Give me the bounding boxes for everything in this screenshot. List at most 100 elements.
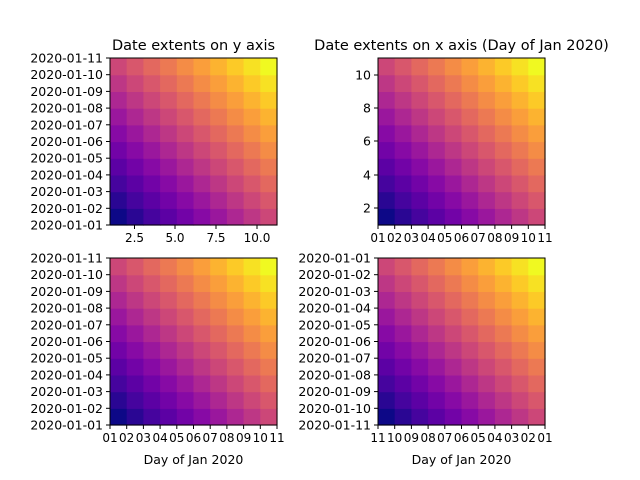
heatmap-cell bbox=[260, 408, 278, 426]
heatmap-cell bbox=[394, 258, 412, 276]
heatmap-cell bbox=[110, 208, 128, 226]
heatmap-cell bbox=[176, 91, 195, 109]
heatmap-cell bbox=[394, 324, 412, 343]
heatmap-cell bbox=[260, 91, 278, 109]
heatmap-cell bbox=[226, 124, 245, 143]
heatmap-cell bbox=[160, 408, 178, 426]
heatmap-cell bbox=[511, 341, 529, 359]
y-tick-label: 10 bbox=[355, 68, 371, 83]
heatmap-cell bbox=[176, 358, 195, 376]
x-tick-label: 05 bbox=[471, 431, 486, 445]
heatmap-cell bbox=[528, 341, 546, 359]
heatmap-cell bbox=[176, 191, 195, 209]
heatmap-cell bbox=[160, 208, 178, 226]
heatmap-cell bbox=[210, 374, 228, 393]
x-tick-label: 11 bbox=[537, 231, 552, 245]
heatmap-cell bbox=[193, 208, 211, 226]
heatmap-cell bbox=[528, 258, 546, 276]
heatmap-cell bbox=[411, 408, 429, 426]
heatmap-cell bbox=[511, 141, 529, 159]
heatmap-cell bbox=[160, 58, 178, 76]
heatmap-cell bbox=[378, 291, 396, 309]
heatmap-cell bbox=[411, 158, 429, 176]
heatmap-cell bbox=[193, 274, 211, 292]
heatmap-cell bbox=[210, 408, 228, 426]
heatmap-cell bbox=[478, 308, 496, 326]
y-tick-label: 4 bbox=[363, 168, 371, 183]
heatmap-cell bbox=[528, 374, 546, 393]
heatmap-cell bbox=[478, 58, 496, 76]
x-tick-label: 10 bbox=[387, 431, 402, 445]
heatmap-cell bbox=[143, 291, 161, 309]
heatmap-cell bbox=[461, 141, 479, 159]
heatmap-cell bbox=[160, 341, 178, 359]
heatmap-cell bbox=[226, 141, 245, 159]
heatmap-cell bbox=[160, 324, 178, 343]
x-tick-label: 08 bbox=[420, 431, 435, 445]
x-tick-label: 7.5 bbox=[206, 231, 225, 245]
heatmap-cell bbox=[494, 74, 513, 92]
heatmap-cell bbox=[411, 258, 429, 276]
heatmap-cell bbox=[176, 391, 195, 409]
x-tick-label: 09 bbox=[504, 231, 519, 245]
heatmap-cell bbox=[243, 124, 261, 143]
heatmap-cell bbox=[428, 174, 446, 193]
heatmap-cell bbox=[444, 358, 463, 376]
heatmap-cell bbox=[176, 324, 195, 343]
heatmap-cell bbox=[461, 274, 479, 292]
heatmap-cell bbox=[461, 58, 479, 76]
heatmap-cell bbox=[176, 258, 195, 276]
x-tick-label: 10 bbox=[521, 231, 536, 245]
heatmap-cell bbox=[461, 208, 479, 226]
x-tick-label: 08 bbox=[487, 231, 502, 245]
heatmap-cell bbox=[243, 391, 261, 409]
heatmap-cell bbox=[176, 408, 195, 426]
heatmap-cell bbox=[378, 124, 396, 143]
heatmap-cell bbox=[528, 274, 546, 292]
heatmap-cell bbox=[411, 391, 429, 409]
heatmap-cell bbox=[110, 258, 128, 276]
heatmap-cell bbox=[444, 58, 463, 76]
heatmap-cell bbox=[226, 108, 245, 126]
heatmap-cell bbox=[193, 108, 211, 126]
heatmap-cell bbox=[193, 191, 211, 209]
heatmap-cell bbox=[160, 174, 178, 193]
heatmap-cell bbox=[110, 91, 128, 109]
heatmap-cell bbox=[226, 291, 245, 309]
x-tick-label: 06 bbox=[186, 431, 201, 445]
heatmap-cell bbox=[478, 91, 496, 109]
y-tick-label: 2020-01-08 bbox=[30, 101, 103, 116]
heatmap-cell bbox=[478, 274, 496, 292]
heatmap-cell bbox=[260, 274, 278, 292]
heatmap-cell bbox=[378, 391, 396, 409]
heatmap-cell bbox=[193, 308, 211, 326]
heatmap-cell bbox=[193, 158, 211, 176]
heatmap-cell bbox=[378, 208, 396, 226]
heatmap-cell bbox=[176, 141, 195, 159]
heatmap-cell bbox=[143, 191, 161, 209]
heatmap-cell bbox=[411, 58, 429, 76]
y-tick-label: 2020-01-01 bbox=[298, 251, 371, 266]
x-tick-label: 07 bbox=[203, 431, 218, 445]
heatmap-cell bbox=[126, 258, 144, 276]
heatmap-cell bbox=[494, 91, 513, 109]
heatmap-cell bbox=[394, 108, 412, 126]
heatmap-cell bbox=[243, 341, 261, 359]
heatmap-cell bbox=[110, 408, 128, 426]
heatmap-cell bbox=[160, 258, 178, 276]
heatmap-cell bbox=[193, 358, 211, 376]
y-tick-label: 8 bbox=[363, 101, 371, 116]
heatmap-cell bbox=[210, 74, 228, 92]
heatmap-cell bbox=[428, 358, 446, 376]
heatmap-cell bbox=[176, 308, 195, 326]
heatmap-cell bbox=[210, 208, 228, 226]
heatmap-cell bbox=[444, 174, 463, 193]
y-tick-label: 2020-01-09 bbox=[298, 384, 371, 399]
heatmap-cell bbox=[511, 91, 529, 109]
heatmap-cell bbox=[110, 141, 128, 159]
heatmap-cell bbox=[444, 258, 463, 276]
x-tick-label: 11 bbox=[370, 431, 385, 445]
heatmap-cell bbox=[143, 358, 161, 376]
heatmap-cell bbox=[411, 91, 429, 109]
heatmap-cell bbox=[110, 174, 128, 193]
